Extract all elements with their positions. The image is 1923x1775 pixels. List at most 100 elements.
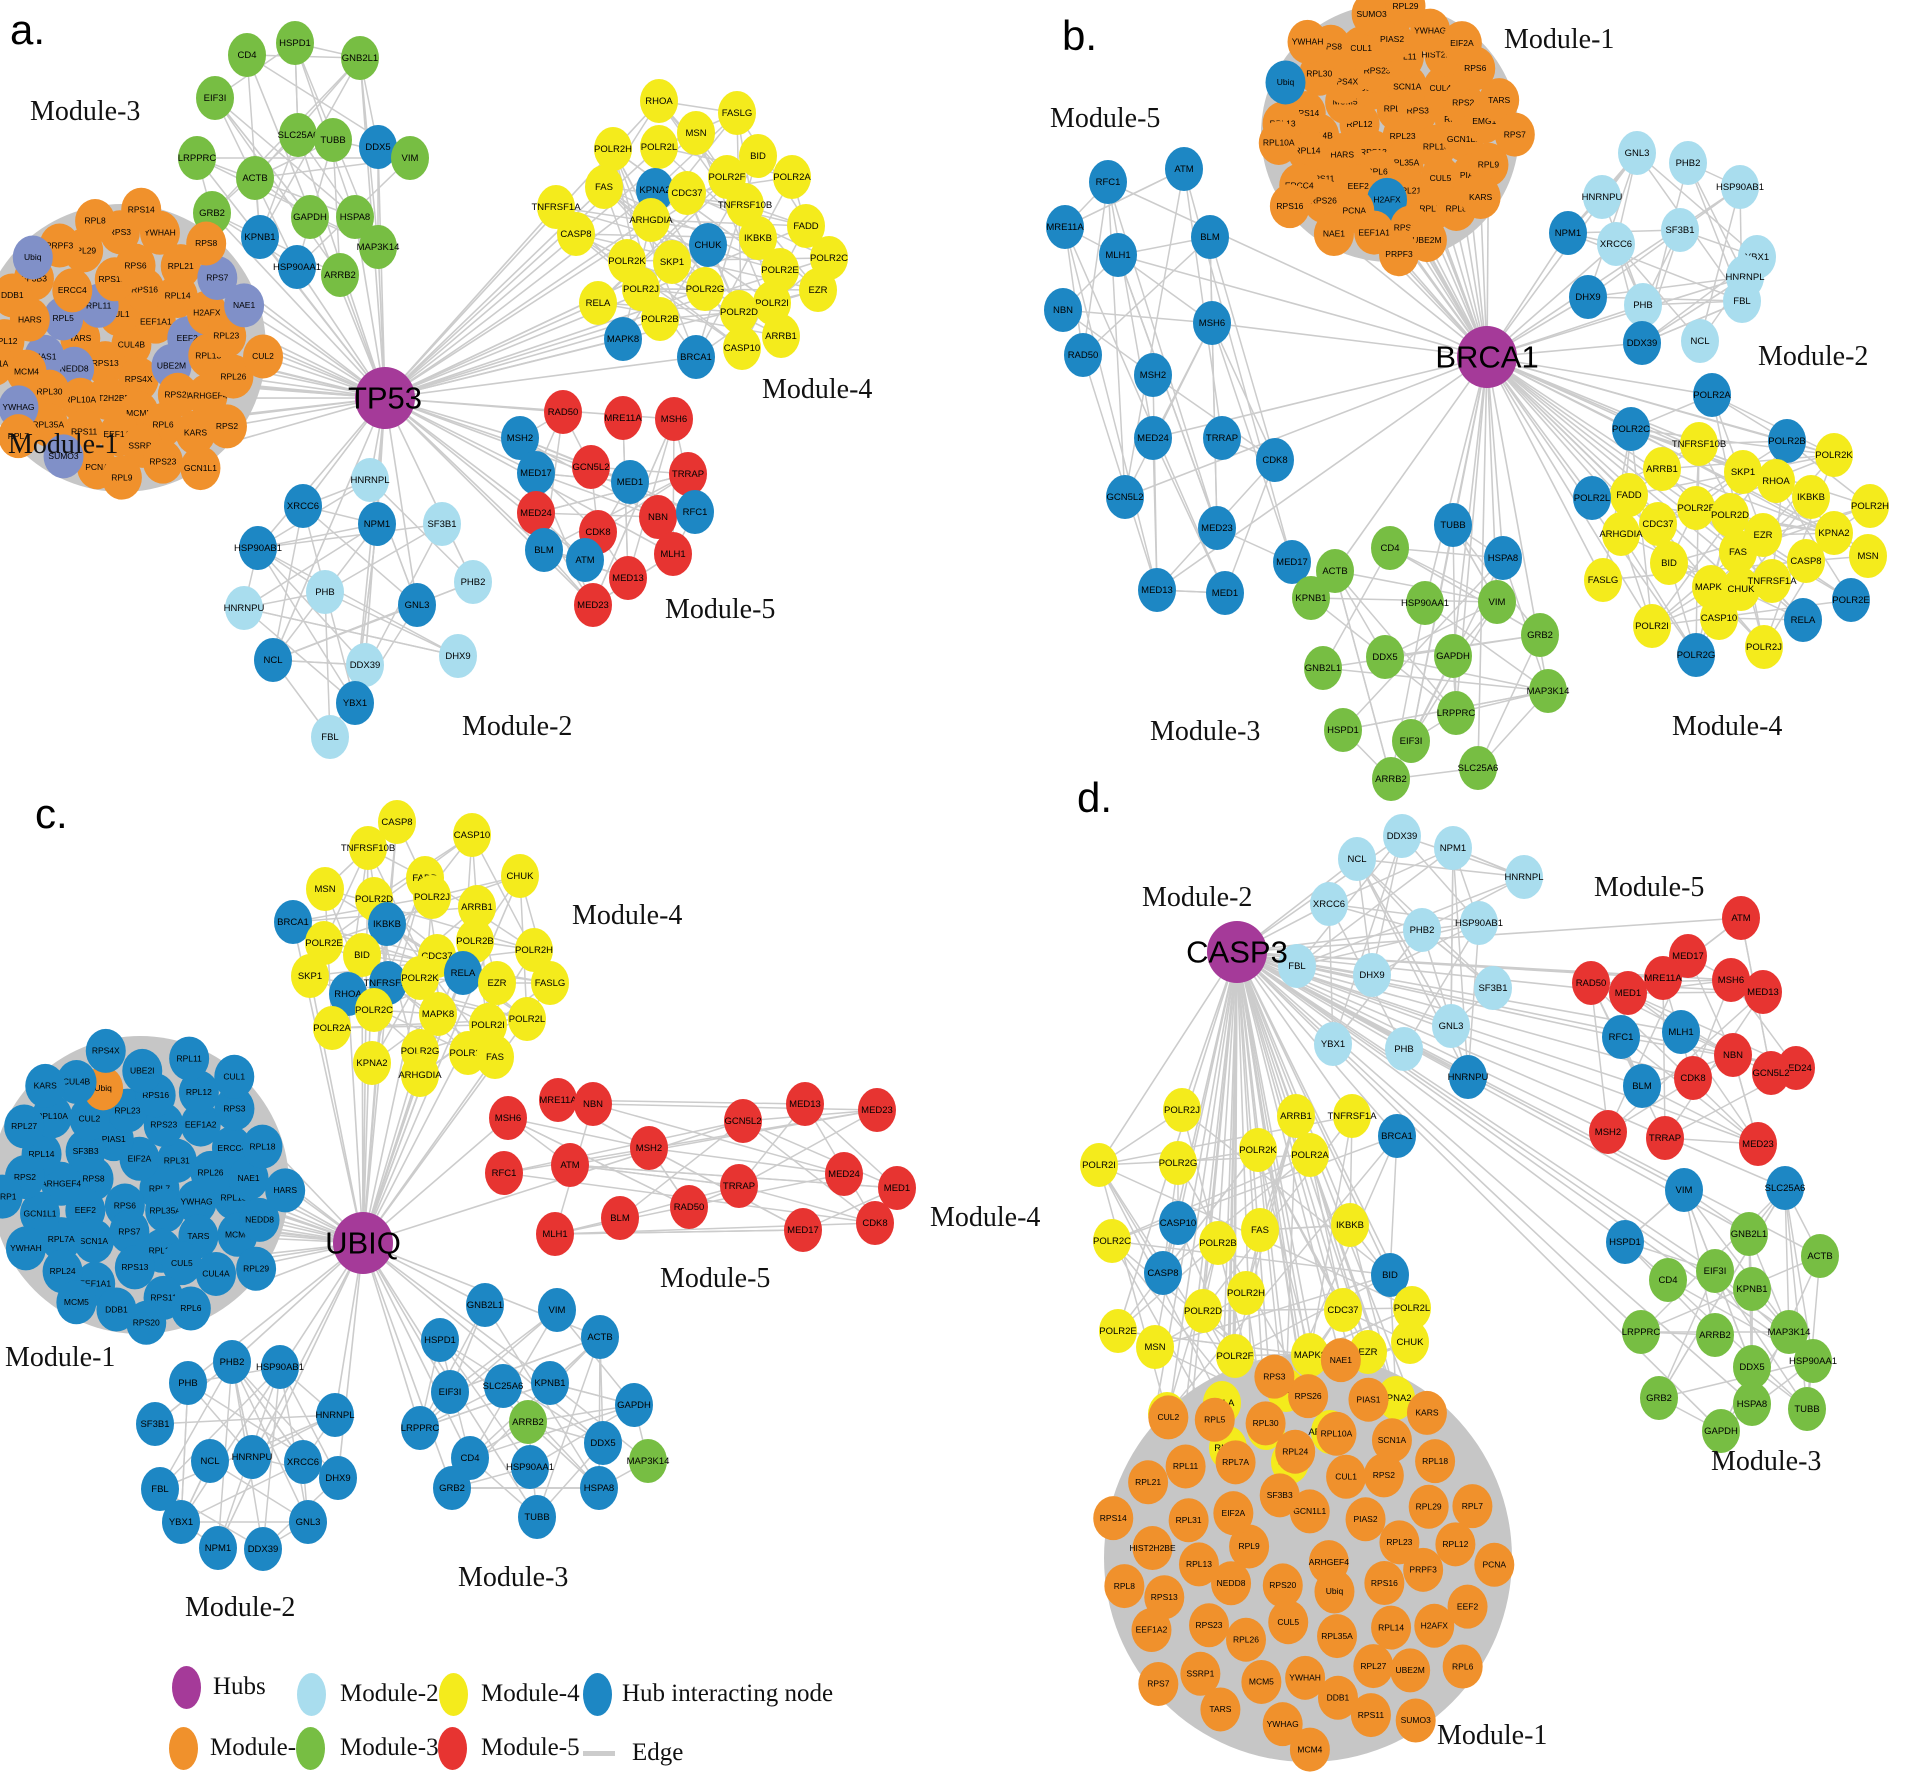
node-EEF1A2[interactable]: [180, 1102, 221, 1147]
node-POLR2I[interactable]: [1080, 1143, 1118, 1187]
node-RPL11[interactable]: [169, 1036, 210, 1081]
node-POLR2H[interactable]: [1227, 1271, 1265, 1315]
node-DDX5[interactable]: [1733, 1345, 1771, 1389]
node-TRRAP[interactable]: [1646, 1116, 1684, 1160]
node-YBX1[interactable]: [1314, 1022, 1352, 1066]
node-EIF2A[interactable]: [1213, 1491, 1254, 1536]
hub-node-CASP3[interactable]: [1207, 921, 1267, 983]
node-BLM[interactable]: [1191, 215, 1229, 259]
node-RPL21[interactable]: [1128, 1460, 1169, 1505]
node-RPL10A[interactable]: [1316, 1411, 1357, 1456]
node-H2AFX[interactable]: [1414, 1603, 1455, 1648]
node-BLM[interactable]: [601, 1196, 639, 1240]
node-RFC1[interactable]: [1089, 160, 1127, 204]
node-Ubiq[interactable]: [1265, 60, 1306, 105]
node-GCN1L1[interactable]: [1289, 1489, 1330, 1534]
node-CASP10[interactable]: [453, 813, 491, 857]
node-SLC25A6[interactable]: [1459, 746, 1497, 790]
node-ARRB1[interactable]: [458, 885, 496, 929]
node-MSH6[interactable]: [489, 1096, 527, 1140]
node-DDX39[interactable]: [1623, 321, 1661, 365]
node-CDC37[interactable]: [668, 171, 706, 215]
node-HSP90AB1[interactable]: [1460, 901, 1498, 945]
node-BLM[interactable]: [1623, 1064, 1661, 1108]
node-NBN[interactable]: [1044, 288, 1082, 332]
node-GCN1L1[interactable]: [180, 446, 221, 491]
node-KARS[interactable]: [25, 1063, 66, 1108]
node-MCM5[interactable]: [1241, 1659, 1282, 1704]
node-SCN1A[interactable]: [1371, 1418, 1412, 1463]
node-IKBKB[interactable]: [1331, 1203, 1369, 1247]
node-RPS7[interactable]: [197, 256, 238, 301]
node-CASP10[interactable]: [1159, 1201, 1197, 1245]
node-XRCC6[interactable]: [1310, 882, 1348, 926]
node-POLR2A[interactable]: [773, 155, 811, 199]
node-SF3B1[interactable]: [1474, 966, 1512, 1010]
node-RPS14[interactable]: [121, 187, 162, 232]
node-POLR2B[interactable]: [1199, 1221, 1237, 1265]
node-FADD[interactable]: [1610, 473, 1648, 517]
node-FASLG[interactable]: [1584, 558, 1622, 602]
node-CUL4A[interactable]: [195, 1251, 236, 1296]
node-HSP90AA1[interactable]: [511, 1445, 549, 1489]
node-RFC1[interactable]: [676, 490, 714, 534]
node-MED23[interactable]: [1198, 506, 1236, 550]
node-BID[interactable]: [1371, 1253, 1409, 1297]
node-HNRNPL[interactable]: [316, 1393, 354, 1437]
node-TNFRSF1A[interactable]: [1333, 1094, 1371, 1138]
node-GRB2[interactable]: [1640, 1376, 1678, 1420]
node-YBX1[interactable]: [336, 681, 374, 725]
node-HSPA8[interactable]: [580, 1466, 618, 1510]
node-KARS[interactable]: [1406, 1390, 1447, 1435]
node-POLR2B[interactable]: [641, 297, 679, 341]
node-LRPPRC[interactable]: [1437, 691, 1475, 735]
node-ACTB[interactable]: [1316, 549, 1354, 593]
node-PHB[interactable]: [306, 570, 344, 614]
node-NBN[interactable]: [574, 1082, 612, 1126]
node-ARHGDIA[interactable]: [401, 1053, 439, 1097]
node-SUMO3[interactable]: [43, 434, 84, 479]
node-RPL10A[interactable]: [60, 377, 101, 422]
node-YWHAH[interactable]: [1287, 19, 1328, 64]
node-BID[interactable]: [739, 134, 777, 178]
node-FBL[interactable]: [141, 1467, 179, 1511]
node-NAE1[interactable]: [1313, 211, 1354, 256]
node-RPL35A[interactable]: [145, 1188, 186, 1233]
node-SF3B1[interactable]: [136, 1402, 174, 1446]
node-RPS20[interactable]: [1262, 1563, 1303, 1608]
node-HSPA8[interactable]: [1484, 536, 1522, 580]
node-VIM[interactable]: [538, 1288, 576, 1332]
node-FBL[interactable]: [311, 715, 349, 759]
node-XRCC6[interactable]: [284, 484, 322, 528]
node-SLC25A6[interactable]: [1766, 1166, 1804, 1210]
node-SF3B3[interactable]: [65, 1129, 106, 1174]
node-CUL1[interactable]: [1341, 26, 1382, 71]
node-HSP90AA1[interactable]: [1794, 1339, 1832, 1383]
node-SKP1[interactable]: [291, 954, 329, 998]
node-RPS2[interactable]: [1363, 1453, 1404, 1498]
node-SCN1A[interactable]: [73, 1219, 114, 1264]
node-MED1[interactable]: [878, 1166, 916, 1210]
node-ARRB2[interactable]: [1372, 757, 1410, 801]
node-CD4[interactable]: [1371, 526, 1409, 570]
node-RPL7[interactable]: [0, 414, 39, 459]
node-MED23[interactable]: [858, 1088, 896, 1132]
node-TUBB[interactable]: [1788, 1387, 1826, 1431]
node-FAS[interactable]: [476, 1035, 514, 1079]
node-GAPDH[interactable]: [291, 195, 329, 239]
node-HNRNPU[interactable]: [1583, 175, 1621, 219]
node-MSH2[interactable]: [630, 1126, 668, 1170]
node-POLR2G[interactable]: [1677, 633, 1715, 677]
node-RELA[interactable]: [1784, 598, 1822, 642]
node-CDC37[interactable]: [1639, 502, 1677, 546]
node-PHB[interactable]: [1624, 283, 1662, 327]
node-RPS16[interactable]: [1364, 1561, 1405, 1606]
node-POLR2L[interactable]: [640, 125, 678, 169]
node-CASP10[interactable]: [1700, 596, 1738, 640]
node-BID[interactable]: [1650, 541, 1688, 585]
node-CD4[interactable]: [1649, 1258, 1687, 1302]
node-MCM5[interactable]: [56, 1280, 97, 1325]
node-RPL7[interactable]: [1452, 1484, 1493, 1529]
node-BRCA1[interactable]: [677, 335, 715, 379]
node-MED13[interactable]: [1138, 568, 1176, 612]
